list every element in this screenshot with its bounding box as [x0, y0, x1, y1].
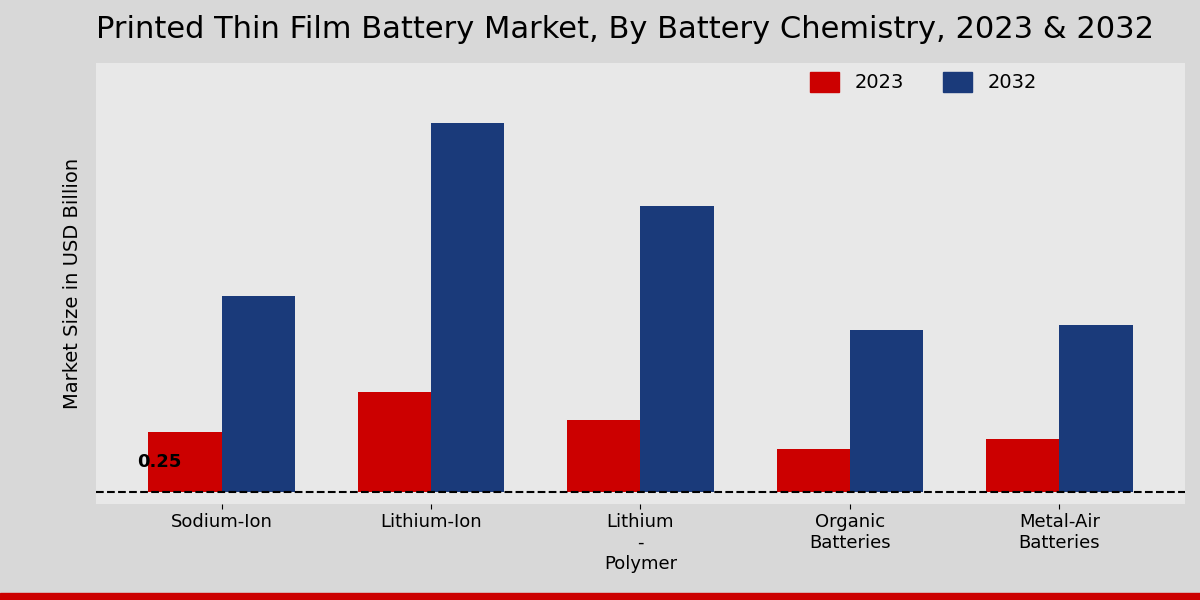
Bar: [1060, 325, 1133, 492]
Bar: [222, 296, 295, 492]
Bar: [568, 421, 641, 492]
Bar: [149, 432, 222, 492]
Text: 0.25: 0.25: [137, 453, 181, 471]
Bar: [776, 449, 850, 492]
Bar: [431, 122, 504, 492]
Legend: 2023, 2032: 2023, 2032: [802, 64, 1044, 100]
Bar: [986, 439, 1060, 492]
Bar: [850, 330, 923, 492]
Bar: [358, 392, 431, 492]
Y-axis label: Market Size in USD Billion: Market Size in USD Billion: [62, 158, 82, 409]
Bar: [641, 206, 714, 492]
Text: Printed Thin Film Battery Market, By Battery Chemistry, 2023 & 2032: Printed Thin Film Battery Market, By Bat…: [96, 15, 1154, 44]
